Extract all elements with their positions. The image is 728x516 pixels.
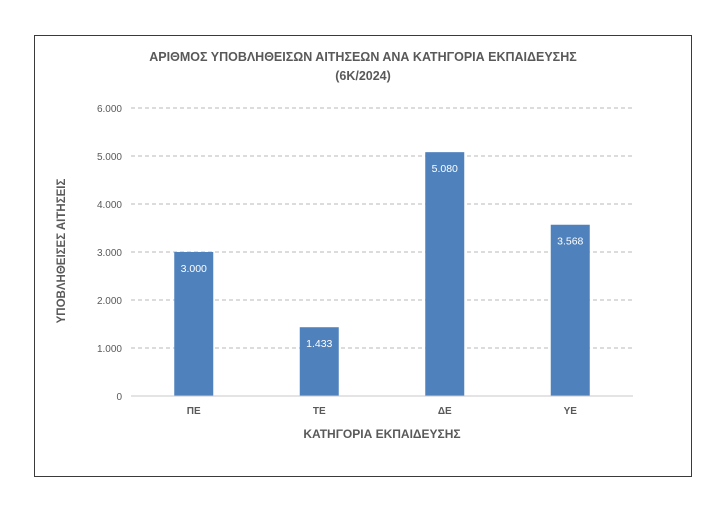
bar-data-label: 1.433 xyxy=(306,338,332,350)
chart-title: ΑΡΙΘΜΟΣ ΥΠΟΒΛΗΘΕΙΣΩΝ ΑΙΤΗΣΕΩΝ ΑΝΑ ΚΑΤΗΓΟ… xyxy=(149,50,577,64)
bar-ΤΕ xyxy=(299,327,339,396)
y-tick-label: 4.000 xyxy=(97,200,122,211)
chart-frame: ΑΡΙΘΜΟΣ ΥΠΟΒΛΗΘΕΙΣΩΝ ΑΙΤΗΣΕΩΝ ΑΝΑ ΚΑΤΗΓΟ… xyxy=(34,35,692,477)
bar-ΥΕ xyxy=(550,224,590,396)
bar-data-label: 3.000 xyxy=(181,263,207,275)
chart-title-block: ΑΡΙΘΜΟΣ ΥΠΟΒΛΗΘΕΙΣΩΝ ΑΙΤΗΣΕΩΝ ΑΝΑ ΚΑΤΗΓΟ… xyxy=(35,48,691,86)
bar-data-label: 5.080 xyxy=(432,163,458,175)
chart-subtitle: (6Κ/2024) xyxy=(335,69,391,83)
x-tick-label: ΤΕ xyxy=(313,406,326,417)
bar-ΔΕ xyxy=(425,152,465,396)
bar-chart: 0 1.000 2.000 3.000 4.000 5.000 6.000 3.000 1.4… xyxy=(56,104,633,441)
y-tick-labels: 0 1.000 2.000 3.000 4.000 5.000 6.000 xyxy=(97,104,122,403)
x-tick-label: ΔΕ xyxy=(438,406,452,417)
y-tick-label: 1.000 xyxy=(97,344,122,355)
bar-data-label: 3.568 xyxy=(557,236,583,248)
x-axis-title: ΚΑΤΗΓΟΡΙΑ ΕΚΠΑΙΔΕΥΣΗΣ xyxy=(303,427,460,441)
x-tick-label: ΠΕ xyxy=(187,406,201,417)
y-tick-label: 6.000 xyxy=(97,104,122,115)
bar-ΠΕ xyxy=(174,252,214,396)
y-tick-label: 5.000 xyxy=(97,152,122,163)
y-tick-label: 2.000 xyxy=(97,296,122,307)
y-axis-title: ΥΠΟΒΛΗΘΕΙΣΕΣ ΑΙΤΗΣΕΙΣ xyxy=(56,179,68,324)
y-tick-label: 3.000 xyxy=(97,248,122,259)
x-tick-labels: ΠΕ ΤΕ ΔΕ ΥΕ xyxy=(187,406,577,417)
x-tick-label: ΥΕ xyxy=(564,406,578,417)
y-tick-label: 0 xyxy=(116,392,122,403)
bars: 3.000 1.433 5.080 3.568 xyxy=(174,152,590,396)
